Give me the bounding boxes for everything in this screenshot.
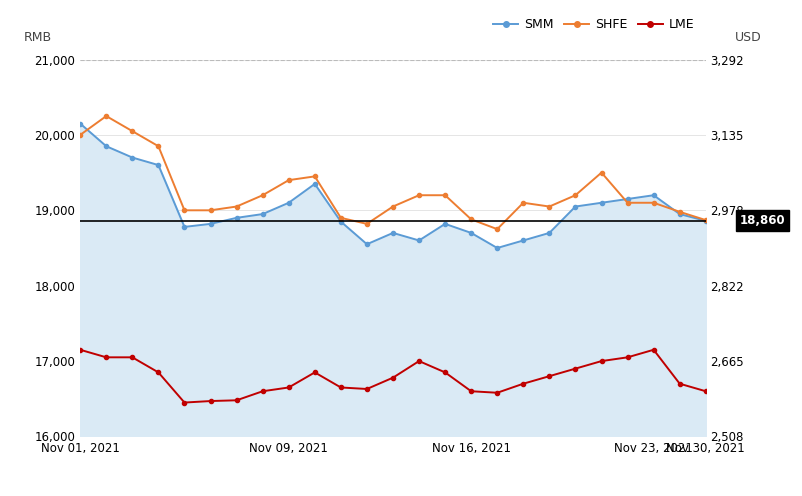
- SMM: [362, 241, 371, 247]
- SMM: [570, 203, 580, 209]
- SMM: [414, 238, 423, 244]
- SHFE: [597, 170, 606, 176]
- SMM: [336, 219, 346, 225]
- SHFE: [466, 216, 476, 222]
- SHFE: [492, 226, 502, 232]
- Line: LME: LME: [78, 348, 708, 405]
- LME: [466, 388, 476, 394]
- LME: [75, 347, 85, 353]
- SHFE: [649, 200, 658, 206]
- Text: 18,860: 18,860: [739, 214, 785, 227]
- SHFE: [623, 200, 633, 206]
- SMM: [466, 230, 476, 236]
- SHFE: [232, 203, 241, 209]
- SHFE: [75, 132, 85, 138]
- SMM: [205, 221, 215, 227]
- SMM: [492, 245, 502, 251]
- LME: [649, 347, 658, 353]
- LME: [388, 374, 398, 380]
- SHFE: [518, 200, 528, 206]
- LME: [701, 388, 711, 394]
- LME: [623, 354, 633, 360]
- SHFE: [284, 177, 294, 183]
- LME: [414, 358, 423, 364]
- LME: [674, 381, 684, 387]
- LME: [205, 398, 215, 404]
- LME: [153, 370, 164, 375]
- SHFE: [257, 192, 267, 198]
- SMM: [75, 121, 85, 126]
- SHFE: [336, 215, 346, 221]
- SMM: [388, 230, 398, 236]
- LME: [128, 354, 137, 360]
- SMM: [101, 143, 111, 149]
- SMM: [153, 162, 164, 168]
- LME: [545, 373, 554, 379]
- SMM: [597, 200, 606, 206]
- LME: [284, 384, 294, 390]
- SMM: [623, 196, 633, 202]
- SMM: [257, 211, 267, 217]
- SMM: [545, 230, 554, 236]
- SHFE: [153, 143, 164, 149]
- LME: [257, 388, 267, 394]
- LME: [570, 366, 580, 372]
- Line: SHFE: SHFE: [78, 114, 708, 231]
- SHFE: [388, 203, 398, 209]
- SMM: [180, 224, 189, 230]
- SMM: [440, 221, 450, 227]
- LME: [492, 390, 502, 396]
- Text: USD: USD: [735, 31, 762, 45]
- SHFE: [310, 174, 319, 180]
- Line: SMM: SMM: [78, 122, 708, 250]
- SHFE: [180, 207, 189, 213]
- LME: [518, 381, 528, 387]
- SHFE: [440, 192, 450, 198]
- SMM: [518, 238, 528, 244]
- SHFE: [545, 203, 554, 209]
- SHFE: [362, 221, 371, 227]
- LME: [440, 370, 450, 375]
- LME: [101, 354, 111, 360]
- LME: [362, 386, 371, 392]
- LME: [232, 397, 241, 403]
- SHFE: [701, 217, 711, 223]
- SMM: [284, 200, 294, 206]
- SHFE: [414, 192, 423, 198]
- LME: [597, 358, 606, 364]
- LME: [336, 384, 346, 390]
- SMM: [701, 218, 711, 224]
- SMM: [128, 155, 137, 161]
- Legend: SMM, SHFE, LME: SMM, SHFE, LME: [488, 13, 699, 36]
- SHFE: [674, 209, 684, 215]
- SHFE: [205, 207, 215, 213]
- SHFE: [570, 192, 580, 198]
- SMM: [232, 215, 241, 221]
- Text: RMB: RMB: [24, 31, 52, 45]
- SHFE: [128, 128, 137, 134]
- LME: [180, 400, 189, 406]
- SMM: [649, 192, 658, 198]
- SMM: [310, 181, 319, 187]
- SHFE: [101, 113, 111, 119]
- LME: [310, 370, 319, 375]
- SMM: [674, 211, 684, 217]
